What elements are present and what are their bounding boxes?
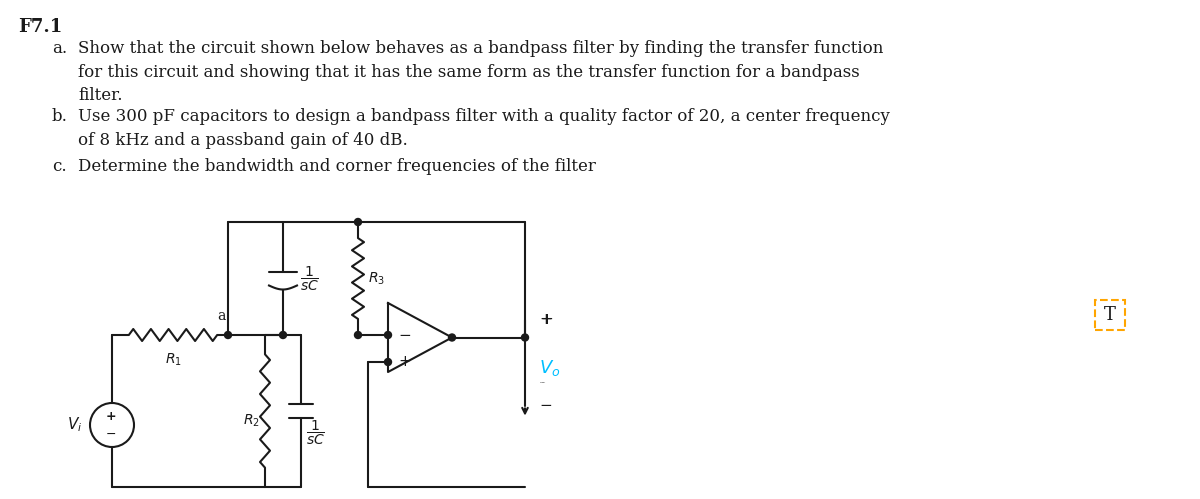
Text: $R_2$: $R_2$ xyxy=(244,413,260,429)
Text: b.: b. xyxy=(52,108,68,125)
Text: Show that the circuit shown below behaves as a bandpass filter by finding the tr: Show that the circuit shown below behave… xyxy=(78,40,883,104)
Text: +: + xyxy=(106,410,116,423)
Text: Use 300 pF capacitors to design a bandpass filter with a quality factor of 20, a: Use 300 pF capacitors to design a bandpa… xyxy=(78,108,890,149)
Circle shape xyxy=(224,331,232,338)
Text: −: − xyxy=(398,327,410,342)
Text: +: + xyxy=(398,354,410,369)
Text: +: + xyxy=(540,312,553,327)
Text: F7.1: F7.1 xyxy=(18,18,62,36)
Text: Determine the bandwidth and corner frequencies of the filter: Determine the bandwidth and corner frequ… xyxy=(78,158,596,175)
Circle shape xyxy=(280,331,287,338)
Circle shape xyxy=(449,334,456,341)
Circle shape xyxy=(384,331,391,338)
Circle shape xyxy=(354,219,361,226)
Text: T: T xyxy=(1104,306,1116,324)
Circle shape xyxy=(384,358,391,365)
Text: $V_o$: $V_o$ xyxy=(539,357,560,378)
Text: $R_3$: $R_3$ xyxy=(368,270,385,287)
Text: +: + xyxy=(539,312,552,327)
Text: −: − xyxy=(539,398,552,413)
FancyBboxPatch shape xyxy=(1096,300,1126,330)
Circle shape xyxy=(522,334,528,341)
Text: $\dfrac{1}{sC}$: $\dfrac{1}{sC}$ xyxy=(306,419,325,447)
Text: −: − xyxy=(106,428,116,441)
Text: $R_1$: $R_1$ xyxy=(164,352,181,368)
Text: c.: c. xyxy=(52,158,67,175)
Text: $V_i$: $V_i$ xyxy=(67,416,82,434)
Text: $\dfrac{1}{sC}$: $\dfrac{1}{sC}$ xyxy=(300,264,319,293)
Text: #00BFFF: #00BFFF xyxy=(540,382,546,383)
Circle shape xyxy=(354,331,361,338)
Text: a: a xyxy=(217,309,226,323)
Text: a.: a. xyxy=(52,40,67,57)
